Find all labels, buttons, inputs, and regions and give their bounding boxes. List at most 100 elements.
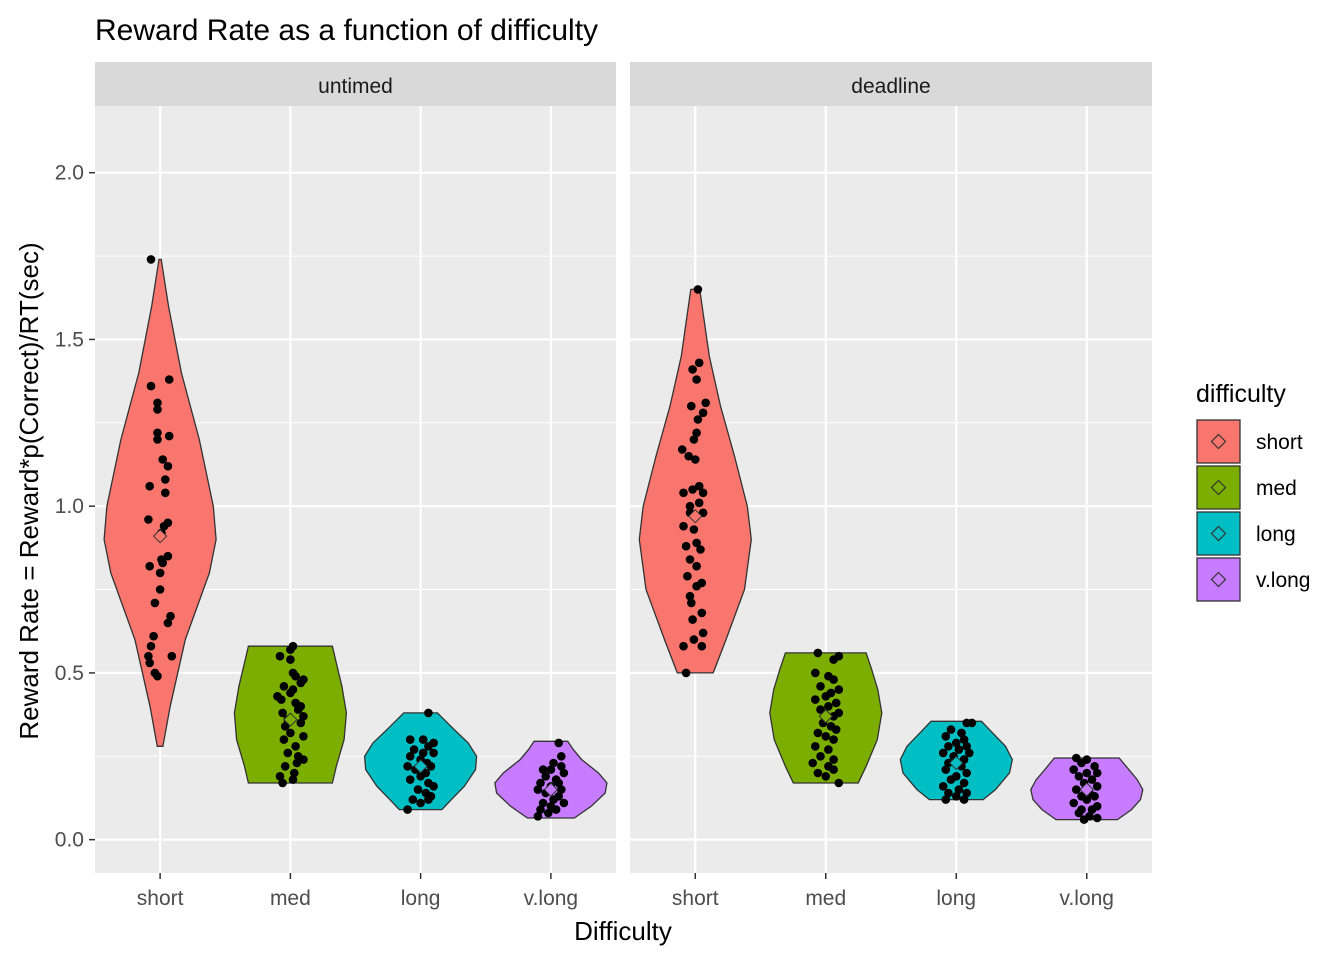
mean-marker — [688, 508, 703, 524]
legend-key-diamond — [1210, 571, 1227, 588]
data-point — [275, 772, 285, 781]
data-point — [1087, 775, 1097, 784]
data-point — [1092, 813, 1102, 823]
data-point — [824, 702, 833, 711]
data-point — [279, 735, 289, 744]
data-point — [811, 695, 820, 704]
data-point — [146, 381, 156, 391]
data-point — [145, 481, 154, 491]
violin-short — [103, 258, 217, 747]
data-point — [290, 768, 299, 778]
data-point — [424, 708, 433, 718]
data-point — [962, 788, 971, 798]
data-point — [829, 735, 838, 744]
data-point — [278, 778, 287, 788]
data-point — [557, 752, 566, 761]
data-point — [944, 758, 953, 768]
data-point — [685, 501, 695, 511]
data-point — [145, 658, 154, 668]
data-point — [689, 525, 699, 534]
data-point — [944, 742, 953, 751]
data-point — [821, 772, 831, 781]
data-point — [1082, 795, 1092, 804]
data-point — [957, 728, 966, 738]
facet-strip — [630, 62, 1152, 106]
data-point — [418, 748, 428, 758]
data-point — [694, 498, 704, 508]
data-point — [808, 758, 817, 768]
legend-item-short: short — [1196, 419, 1303, 464]
data-point — [533, 812, 543, 821]
data-point — [829, 655, 838, 664]
x-tick-label: v.long — [1060, 887, 1114, 910]
data-point — [405, 775, 415, 784]
data-point — [692, 375, 701, 384]
data-point — [286, 728, 295, 738]
data-point — [1069, 765, 1078, 774]
data-point — [150, 598, 160, 608]
data-point — [681, 668, 691, 678]
mean-marker — [152, 528, 168, 544]
data-point — [1069, 798, 1078, 808]
data-point — [145, 561, 154, 571]
data-point — [299, 712, 308, 721]
y-tick-label: 0.5 — [55, 662, 84, 685]
facet-strip — [95, 62, 616, 106]
data-point — [965, 748, 974, 758]
data-point — [693, 415, 703, 424]
data-point — [149, 631, 158, 641]
legend-key — [1196, 557, 1241, 602]
data-point — [536, 778, 545, 788]
data-point — [144, 651, 153, 661]
violin-v.long — [494, 740, 608, 819]
data-point — [403, 762, 412, 771]
data-point — [551, 805, 561, 814]
data-point — [679, 488, 688, 498]
data-point — [813, 768, 823, 778]
data-point — [834, 685, 844, 694]
data-point — [816, 752, 825, 761]
data-point — [413, 785, 423, 794]
data-point — [938, 748, 948, 758]
x-tick-label: v.long — [524, 887, 578, 910]
y-tick-label: 0.0 — [55, 829, 84, 852]
y-tick-label: 2.0 — [55, 162, 84, 185]
legend-label: med — [1256, 477, 1297, 500]
facet-strip-label: deadline — [851, 75, 930, 98]
data-point — [155, 568, 165, 578]
data-point — [831, 725, 841, 734]
data-point — [829, 755, 838, 764]
data-point — [941, 795, 951, 804]
data-point — [163, 461, 173, 471]
data-point — [286, 655, 295, 664]
data-point — [952, 792, 961, 801]
data-point — [405, 752, 415, 761]
legend-label: v.long — [1256, 569, 1310, 592]
data-point — [416, 798, 425, 808]
data-point — [549, 758, 558, 768]
x-tick-label: long — [936, 887, 976, 910]
data-point — [698, 408, 708, 418]
data-point — [698, 488, 708, 498]
data-point — [299, 755, 308, 764]
data-point — [1090, 792, 1099, 801]
data-point — [408, 795, 418, 804]
data-point — [286, 688, 295, 698]
data-point — [829, 712, 838, 721]
data-point — [538, 765, 548, 774]
legend-title: difficulty — [1196, 380, 1286, 408]
data-point — [701, 398, 710, 408]
data-point — [536, 805, 545, 814]
data-point — [279, 682, 289, 691]
data-point — [697, 608, 707, 618]
data-point — [153, 435, 162, 444]
data-point — [1072, 785, 1081, 794]
legend-key — [1196, 511, 1241, 556]
data-point — [403, 805, 412, 814]
data-point — [538, 798, 548, 808]
data-point — [962, 742, 971, 751]
data-point — [952, 738, 961, 748]
data-point — [1074, 772, 1084, 781]
data-point — [829, 675, 838, 684]
x-tick-label: long — [401, 887, 441, 910]
